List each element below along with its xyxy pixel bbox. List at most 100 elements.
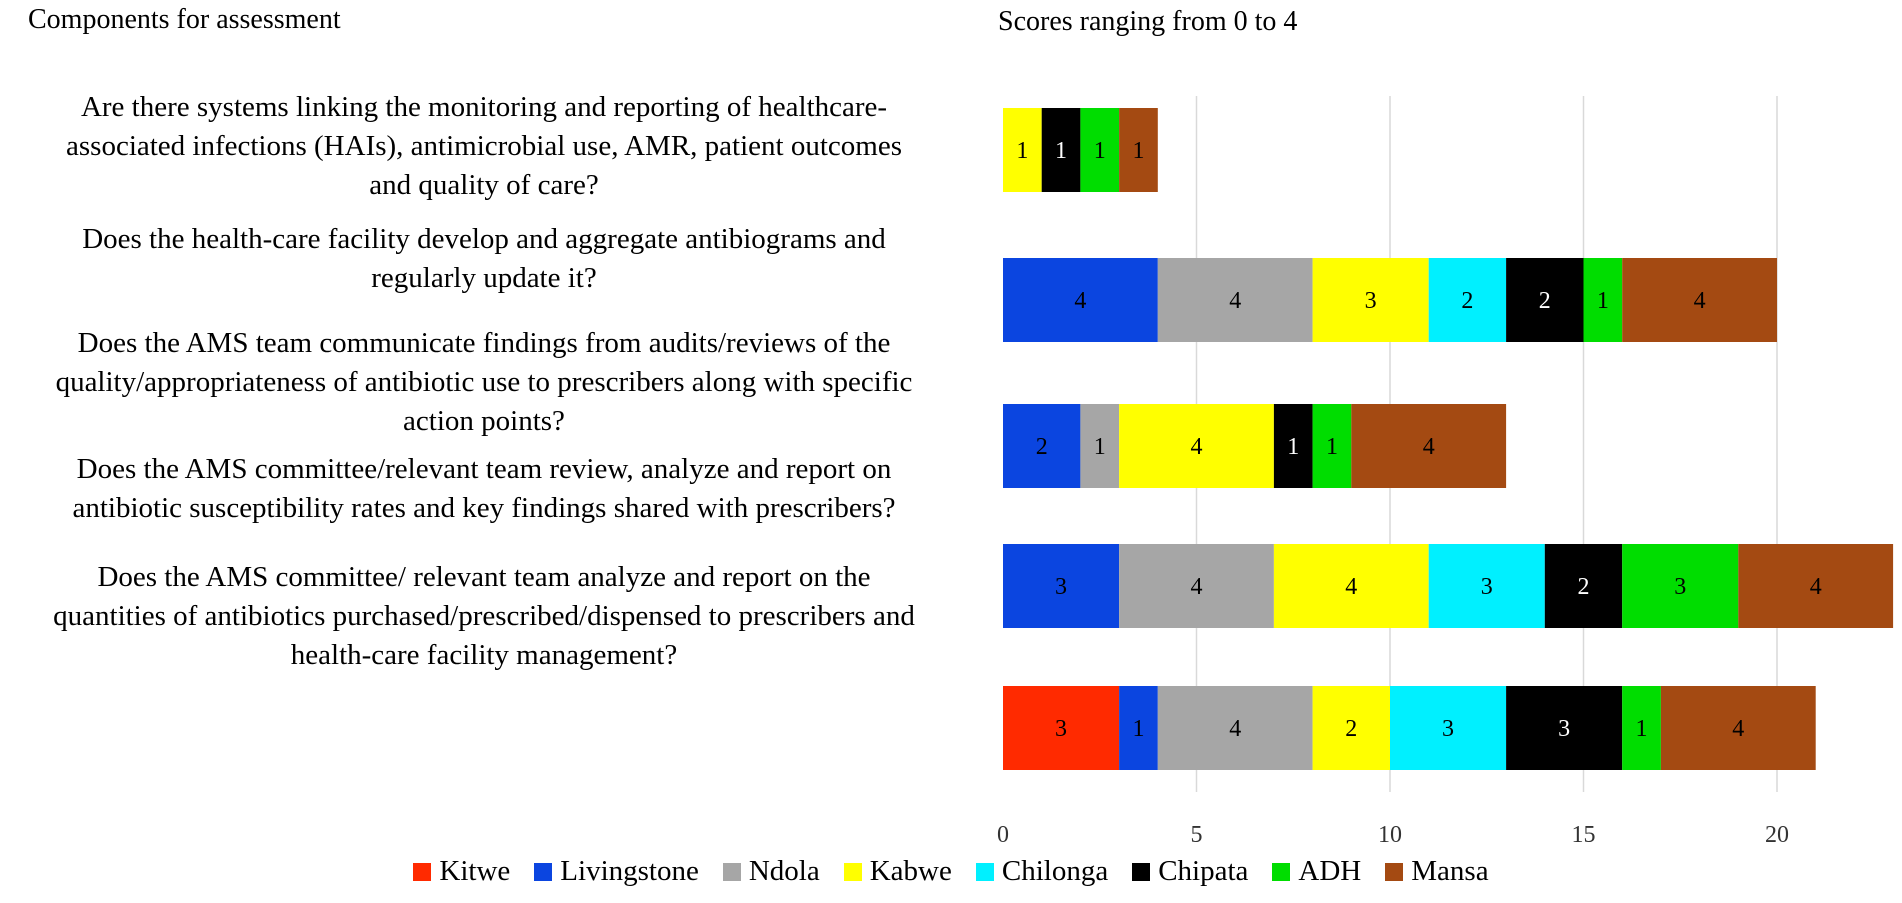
bar-mansa-q5 [1660,686,1816,770]
legend-item-chilonga: Chilonga [975,855,1109,888]
bar-kabwe-q4 [1273,544,1429,628]
question-label-1: Are there systems linking the monitoring… [66,91,902,201]
value-label-livingstone-q2: 4 [1074,288,1086,314]
legend-label: Kitwe [439,855,511,887]
bar-adh-q1 [1080,108,1120,192]
bar-chilonga-q2 [1428,258,1507,342]
value-label-ndola-q4: 4 [1191,574,1203,600]
legend-item-kabwe: Kabwe [843,855,952,888]
value-label-adh-q1: 1 [1094,138,1106,164]
bar-ndola-q4 [1119,544,1274,628]
legend-label: Kabwe [869,855,952,887]
components-header: Components for assessment [28,4,341,35]
value-label-kitwe-q5: 3 [1055,716,1067,742]
value-label-kabwe-q2: 3 [1365,288,1377,314]
bar-chipata-q5 [1506,686,1623,770]
question-label-4: Does the AMS committee/relevant team rev… [72,453,896,524]
legend-label: Mansa [1411,855,1489,887]
legend-item-ndola: Ndola [722,855,820,888]
legend-swatch [843,862,862,881]
value-label-livingstone-q4: 3 [1055,574,1067,600]
legend-item-kitwe: Kitwe [413,855,510,888]
value-label-chilonga-q5: 3 [1442,716,1454,742]
bar-mansa-q2 [1622,258,1777,342]
legend-swatch [413,862,432,881]
bar-kitwe-q5 [1003,686,1120,770]
legend-swatch [1385,862,1404,881]
legend-swatch [722,862,741,881]
value-label-mansa-q4: 4 [1810,574,1822,600]
legend-item-mansa: Mansa [1385,855,1489,888]
bar-mansa-q4 [1738,544,1894,628]
bar-ndola-q3 [1080,404,1120,488]
value-label-chipata-q5: 3 [1558,716,1570,742]
value-label-mansa-q2: 4 [1694,288,1706,314]
legend-swatch [534,862,553,881]
value-label-mansa-q5: 4 [1732,716,1744,742]
legend-label: Livingstone [560,855,699,887]
bar-kabwe-q1 [1003,108,1042,192]
value-label-mansa-q1: 1 [1132,138,1144,164]
value-label-adh-q3: 1 [1326,434,1338,460]
bar-adh-q4 [1622,544,1739,628]
bar-adh-q5 [1622,686,1661,770]
legend-item-livingstone: Livingstone [534,855,699,888]
value-label-kabwe-q3: 4 [1191,434,1203,460]
legend-item-chipata: Chipata [1132,855,1248,888]
value-label-chilonga-q2: 2 [1461,288,1473,314]
scores-header: Scores ranging from 0 to 4 [998,6,1298,37]
legend-label: Chilonga [1001,855,1109,887]
bar-kabwe-q2 [1312,258,1429,342]
value-label-adh-q5: 1 [1636,716,1648,742]
bar-chipata-q2 [1506,258,1584,342]
value-label-kabwe-q1: 1 [1016,138,1028,164]
bar-chipata-q3 [1273,404,1313,488]
bar-livingstone-q5 [1119,686,1158,770]
bar-chilonga-q5 [1390,686,1507,770]
bar-livingstone-q4 [1003,544,1120,628]
bar-adh-q2 [1583,258,1623,342]
bar-livingstone-q2 [1003,258,1158,342]
x-tick-label: 10 [1378,822,1402,848]
value-label-ndola-q5: 4 [1229,716,1241,742]
value-label-livingstone-q5: 1 [1132,716,1144,742]
bar-kabwe-q5 [1312,686,1390,770]
bar-chipata-q1 [1041,108,1081,192]
bar-chipata-q4 [1544,544,1623,628]
value-label-kabwe-q4: 4 [1345,574,1357,600]
value-label-kabwe-q5: 2 [1345,716,1357,742]
bar-kabwe-q3 [1119,404,1274,488]
value-label-chipata-q3: 1 [1287,434,1299,460]
bar-value-labels: 1 1 1 14 4 3 2 2 1 42 1 4 1 1 43 4 4 3 2 3 43 1 4 2 3 3 1 4 [1016,138,1821,742]
legend-swatch [1132,862,1151,881]
bar-adh-q3 [1312,404,1352,488]
value-label-livingstone-q3: 2 [1036,434,1048,460]
value-label-chipata-q2: 2 [1539,288,1551,314]
x-axis-ticks: 0 5 10 15 20 [997,822,1789,848]
value-label-mansa-q3: 4 [1423,434,1435,460]
bar-segments [1003,108,1894,770]
legend-label: ADH [1298,855,1362,887]
bar-chilonga-q4 [1428,544,1545,628]
question-label-5: Does the AMS committee/ relevant team an… [53,561,915,671]
value-label-adh-q2: 1 [1597,288,1609,314]
legend-swatch [975,862,994,881]
value-label-adh-q4: 3 [1674,574,1686,600]
legend-label: Ndola [748,855,820,887]
value-label-ndola-q3: 1 [1094,434,1106,460]
x-tick-label: 20 [1765,822,1789,848]
x-tick-label: 5 [1191,822,1203,848]
bar-ndola-q2 [1157,258,1313,342]
value-label-chilonga-q4: 3 [1481,574,1493,600]
x-tick-label: 0 [997,822,1009,848]
legend-label: Chipata [1158,855,1249,887]
question-label-2: Does the health-care facility develop an… [82,223,886,294]
question-label-3: Does the AMS team communicate findings f… [55,327,913,437]
bar-livingstone-q3 [1003,404,1081,488]
value-label-ndola-q2: 4 [1229,288,1241,314]
bar-mansa-q3 [1351,404,1507,488]
legend-item-adh: ADH [1272,855,1361,888]
x-tick-label: 15 [1572,822,1596,848]
bar-ndola-q5 [1157,686,1313,770]
